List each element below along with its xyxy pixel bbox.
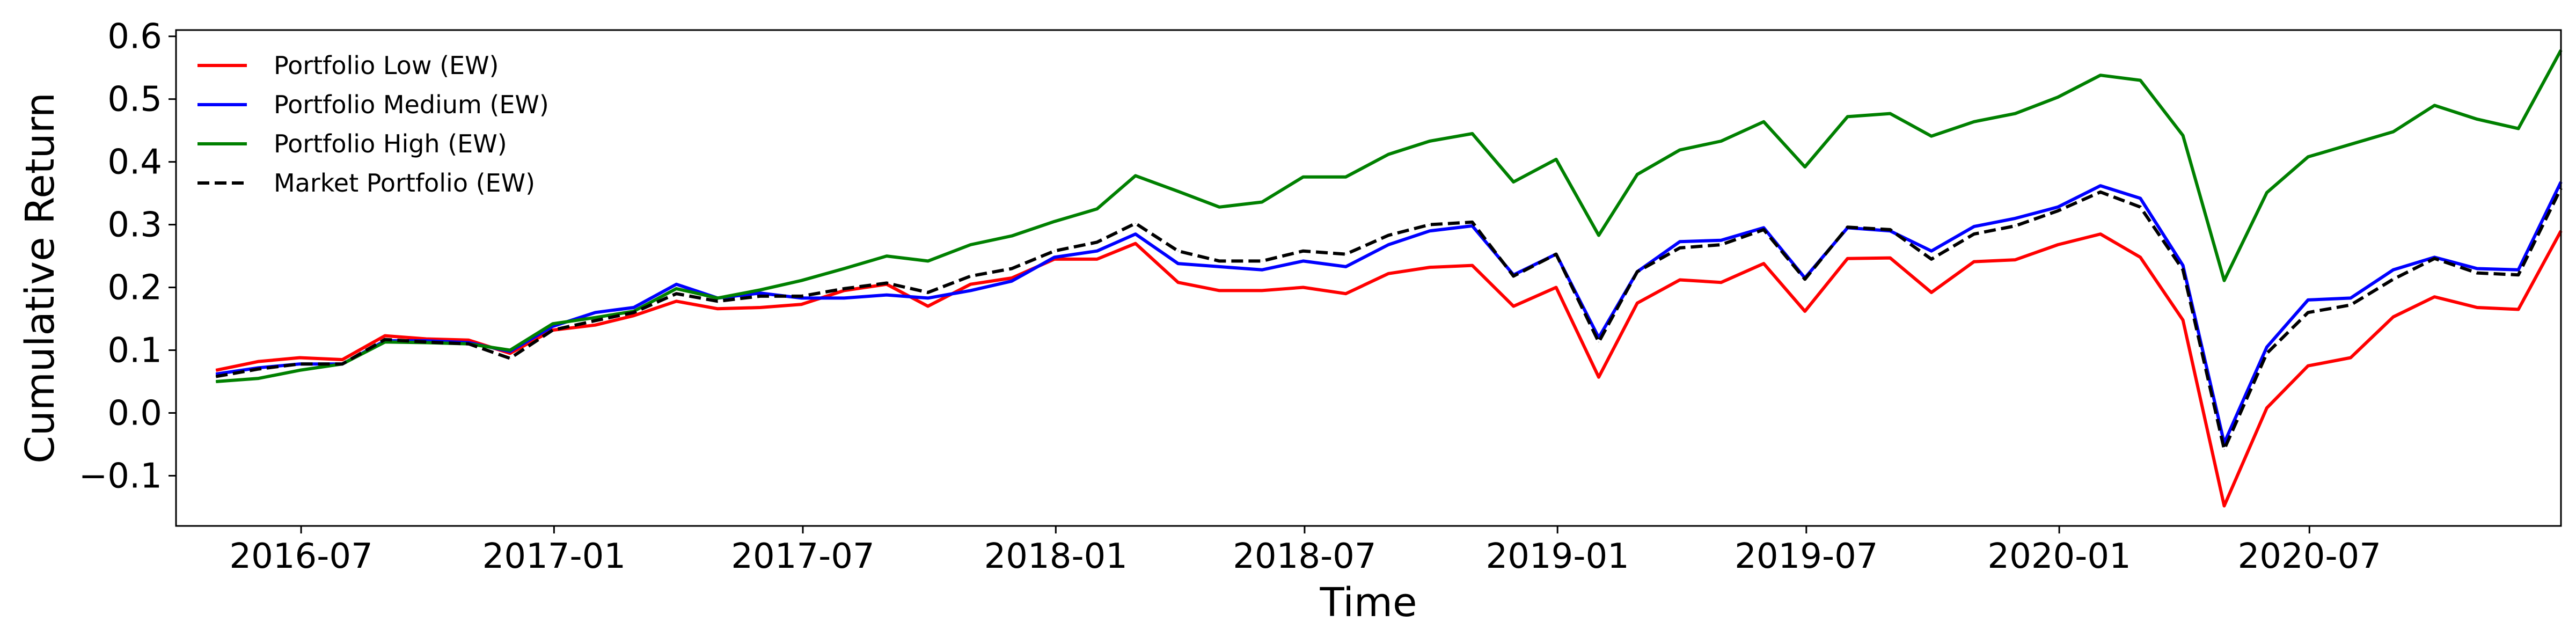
y-tick-label: 0.2 xyxy=(107,268,162,308)
data-point xyxy=(801,280,802,281)
data-point xyxy=(1847,258,1848,259)
data-point xyxy=(258,378,259,379)
data-point xyxy=(1890,113,1891,114)
data-point xyxy=(2393,131,2394,132)
series-3 xyxy=(215,49,2563,383)
data-point xyxy=(1345,266,1346,267)
data-point xyxy=(1763,229,1764,230)
x-axis-ticks: 2016-07 2017-01 2017-07 2018-01 2018-07 2019-… xyxy=(229,526,2381,576)
legend-item: Portfolio Medium (EW) xyxy=(197,90,549,119)
data-point xyxy=(552,330,553,331)
legend-item: Market Portfolio (EW) xyxy=(197,169,535,197)
data-point xyxy=(1847,226,1848,228)
y-tick-label: 0.4 xyxy=(107,143,162,182)
data-point xyxy=(1219,266,1220,267)
x-tick-label: 2016-07 xyxy=(229,537,372,576)
data-point xyxy=(1472,265,1473,266)
x-tick-label: 2017-07 xyxy=(731,537,874,576)
y-tick-label: −0.1 xyxy=(79,456,162,496)
data-point xyxy=(2015,225,2016,226)
data-point xyxy=(299,357,300,358)
data-point xyxy=(801,304,802,305)
data-point xyxy=(1177,191,1179,192)
x-tick-label: 2017-01 xyxy=(482,537,626,576)
data-point xyxy=(2100,233,2101,235)
data-point xyxy=(595,317,596,318)
data-point xyxy=(1219,290,1220,291)
legend-label: Market Portfolio (EW) xyxy=(274,169,535,197)
data-point xyxy=(595,320,596,321)
data-point xyxy=(1388,273,1389,274)
plot-frame xyxy=(175,29,2562,527)
data-point xyxy=(1135,233,1136,235)
legend-item: Portfolio High (EW) xyxy=(197,129,507,158)
data-point xyxy=(1472,225,1473,226)
series-4 xyxy=(215,187,2563,451)
y-axis-label: Cumulative Return xyxy=(17,92,63,463)
y-tick-label: 0.6 xyxy=(107,17,162,57)
data-point xyxy=(2140,198,2141,199)
legend-label: Portfolio Medium (EW) xyxy=(274,90,549,119)
data-point xyxy=(1388,235,1389,236)
data-point xyxy=(2266,192,2267,193)
y-tick-label: 0.3 xyxy=(107,206,162,245)
y-tick-label: 0.1 xyxy=(107,331,162,371)
data-point xyxy=(970,290,971,291)
legend: Portfolio Low (EW) Portfolio Medium (EW) P… xyxy=(197,51,549,197)
y-tick-label: 0.5 xyxy=(107,80,162,120)
data-point xyxy=(2518,128,2519,129)
y-tick-label: 0.0 xyxy=(107,393,162,433)
x-tick-label: 2018-07 xyxy=(1233,537,1376,576)
x-tick-label: 2019-01 xyxy=(1485,537,1629,576)
data-point xyxy=(676,301,677,302)
data-point xyxy=(1302,287,1304,288)
data-point xyxy=(2518,269,2519,270)
data-point xyxy=(2393,269,2394,270)
data-point xyxy=(1054,257,1055,258)
data-point xyxy=(2140,257,2141,258)
data-point xyxy=(2518,309,2519,310)
x-tick-label: 2020-07 xyxy=(2238,537,2381,576)
data-point xyxy=(1721,282,1722,283)
data-point xyxy=(1135,243,1136,244)
series-1 xyxy=(215,230,2563,508)
data-point xyxy=(1054,221,1055,222)
x-tick-label: 2018-01 xyxy=(984,537,1128,576)
data-point xyxy=(1177,282,1179,283)
legend-label: Portfolio High (EW) xyxy=(274,129,507,158)
data-point xyxy=(2015,113,2016,114)
data-point xyxy=(633,312,634,313)
legend-item: Portfolio Low (EW) xyxy=(197,51,499,80)
series-layer xyxy=(215,49,2563,508)
data-point xyxy=(1890,229,1891,230)
legend-label: Portfolio Low (EW) xyxy=(274,51,499,80)
data-point xyxy=(1388,154,1389,155)
data-point xyxy=(2100,75,2101,76)
data-point xyxy=(2434,258,2435,259)
data-point xyxy=(2393,279,2394,280)
data-point xyxy=(1847,116,1848,117)
y-axis-ticks: −0.1 0.0 0.1 0.2 0.3 0.4 0.5 0.6 xyxy=(79,17,176,496)
data-point xyxy=(258,361,259,362)
data-point xyxy=(1763,121,1764,122)
x-axis-label: Time xyxy=(1319,580,1417,626)
data-point xyxy=(1135,175,1136,176)
data-point xyxy=(2434,105,2435,106)
x-tick-label: 2020-01 xyxy=(1987,537,2131,576)
x-tick-label: 2019-07 xyxy=(1735,537,1878,576)
data-point xyxy=(676,288,677,289)
data-point xyxy=(1135,223,1136,224)
data-point xyxy=(2266,353,2267,354)
data-point xyxy=(1721,141,1722,142)
data-point xyxy=(552,326,553,327)
data-point xyxy=(595,312,596,313)
